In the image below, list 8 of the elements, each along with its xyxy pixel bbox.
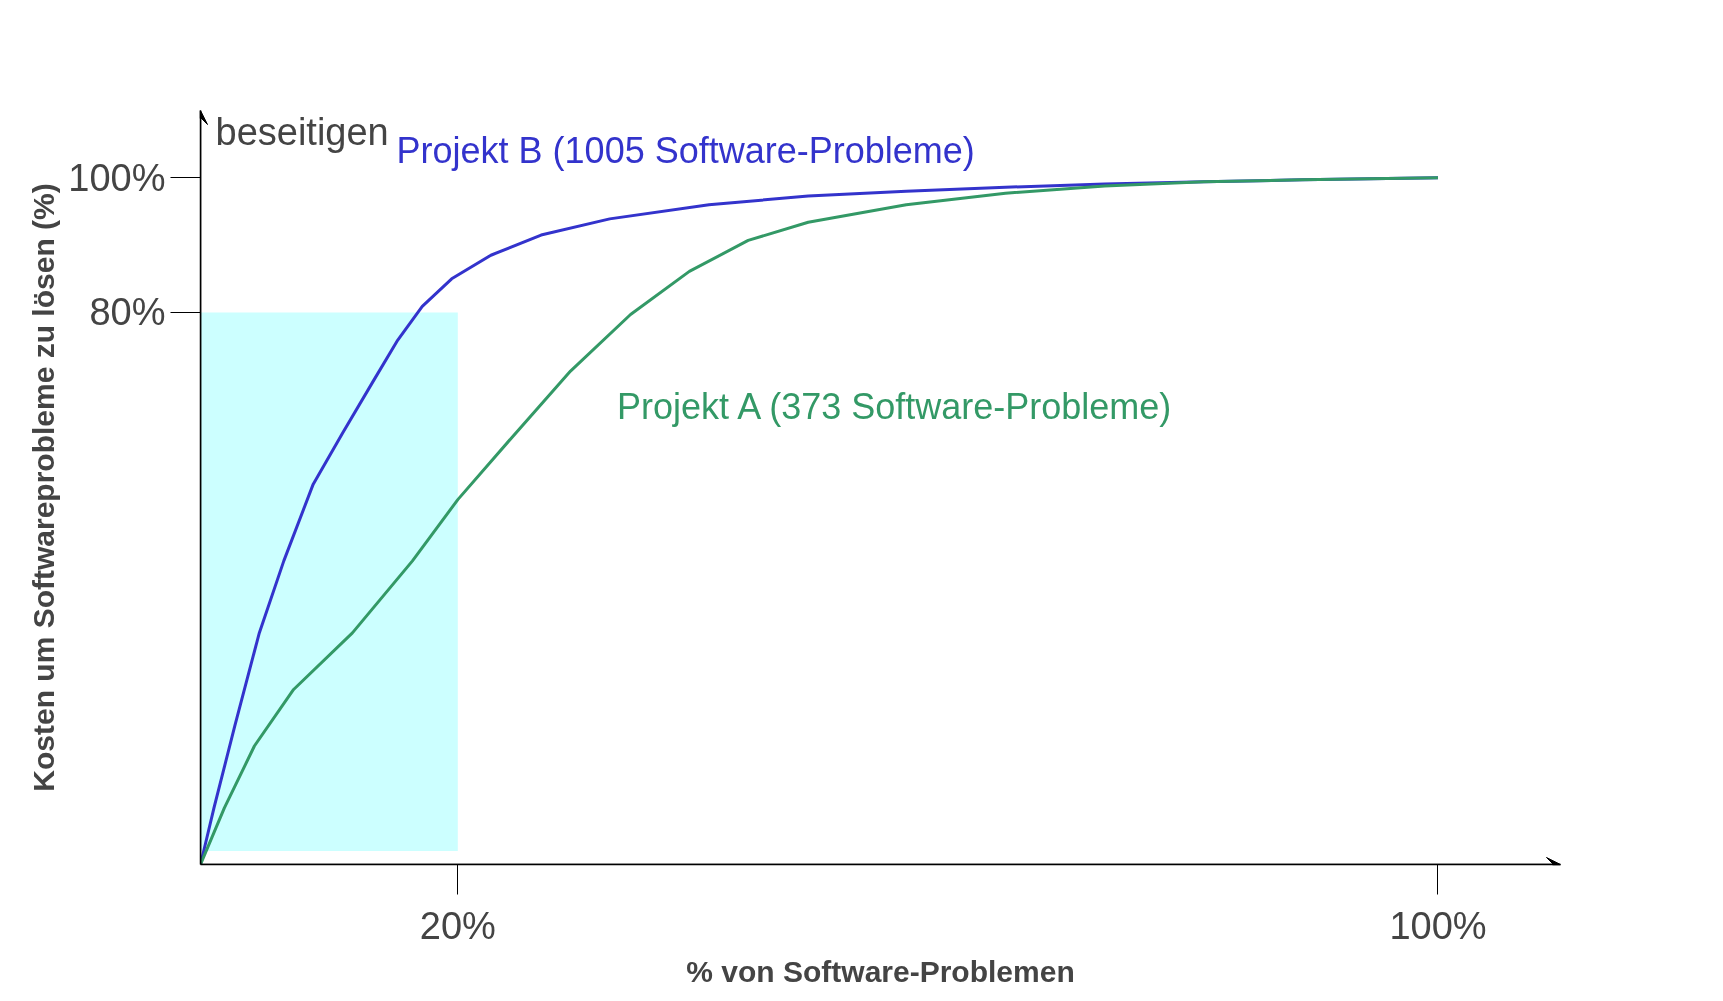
line-series — [200, 176, 1440, 865]
annotation: beseitigen — [215, 110, 389, 153]
x-tick-label: 20% — [419, 904, 496, 947]
y-tick-label: 80% — [89, 291, 166, 334]
series-label: Projekt A (373 Software-Probleme) — [617, 386, 1172, 428]
series-label: Projekt B (1005 Software-Probleme) — [396, 130, 975, 172]
y-axis-title: Kosten um Softwareprobleme zu lösen (%) — [27, 183, 61, 792]
x-axis-title: % von Software-Problemen — [686, 954, 1075, 988]
